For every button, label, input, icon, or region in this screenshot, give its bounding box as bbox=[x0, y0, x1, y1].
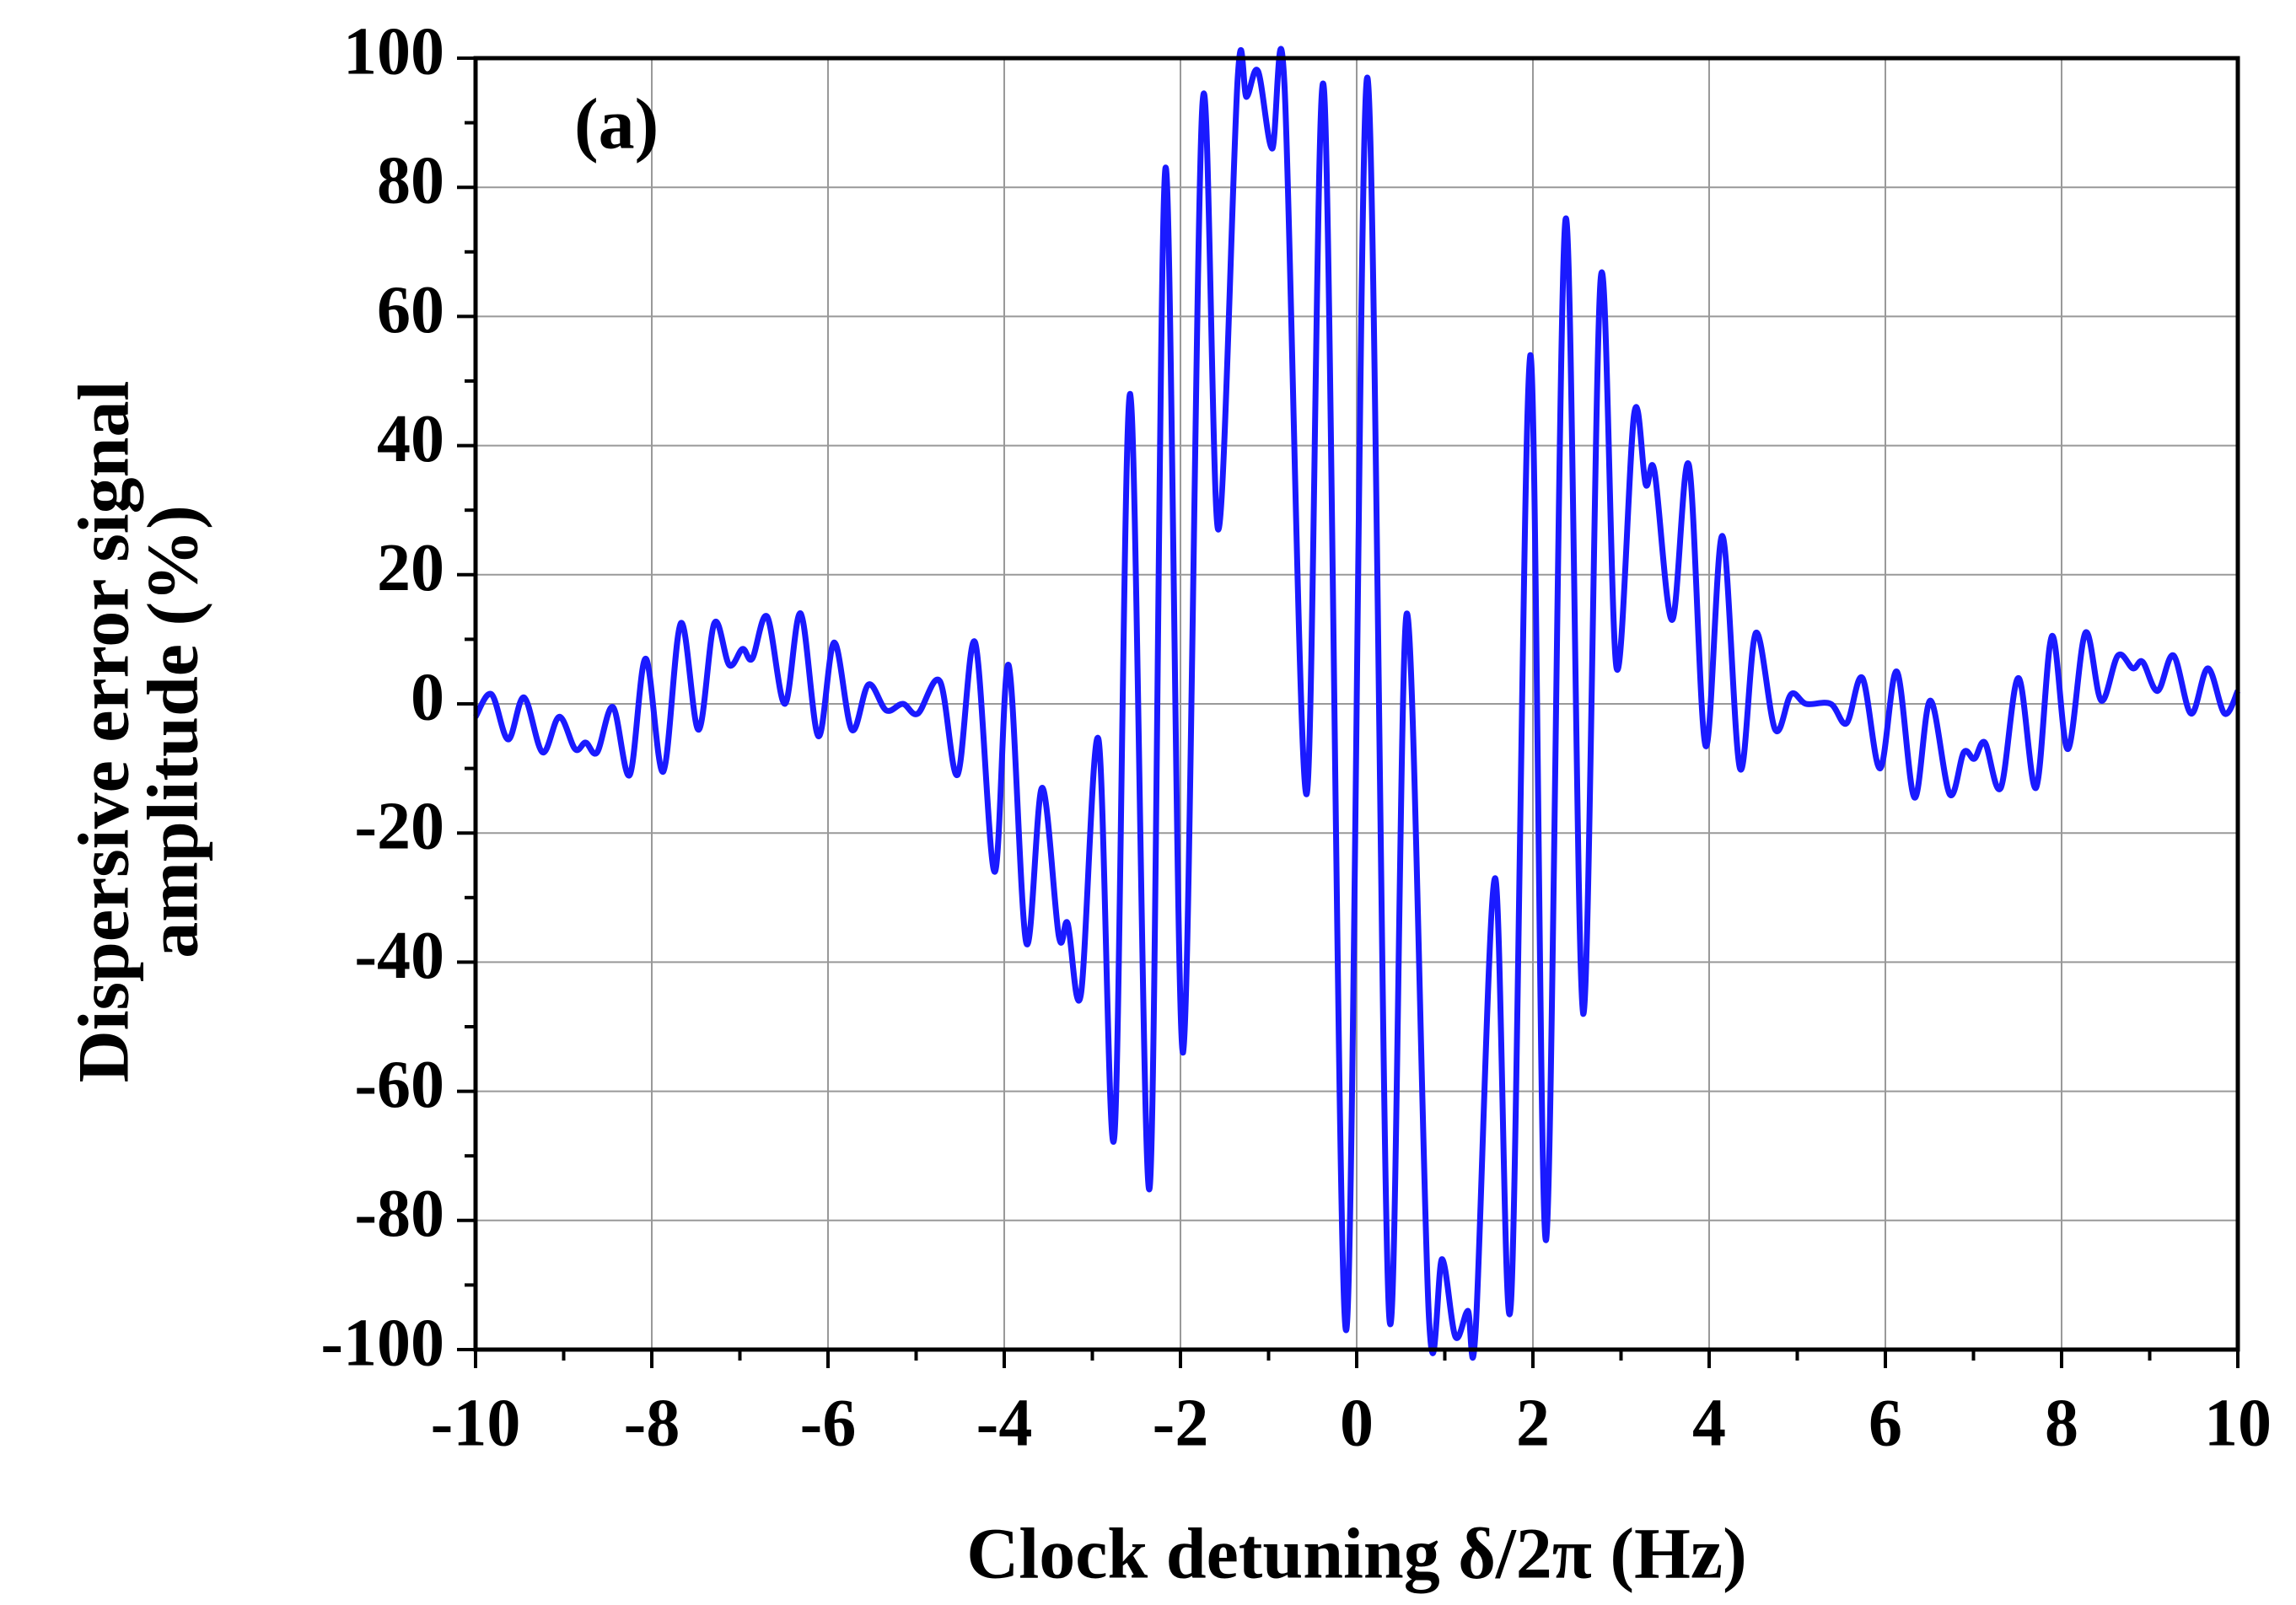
y-tick-label: 0 bbox=[411, 660, 444, 734]
x-tick-label: -8 bbox=[624, 1386, 680, 1460]
x-tick-label: 0 bbox=[1340, 1386, 1374, 1460]
y-axis-label: amplitude (%) bbox=[132, 505, 213, 958]
plot-lines bbox=[472, 46, 2241, 1361]
y-axis-label: Dispersive error signal bbox=[63, 381, 144, 1083]
x-tick-label: -10 bbox=[431, 1386, 521, 1460]
panel-label: (a) bbox=[574, 83, 659, 164]
y-tick-label: -80 bbox=[354, 1177, 444, 1251]
x-tick-label: 8 bbox=[2045, 1386, 2078, 1460]
y-tick-label: 40 bbox=[377, 402, 444, 476]
y-tick-label: 80 bbox=[377, 144, 444, 218]
y-tick-label: -100 bbox=[320, 1306, 444, 1380]
y-tick-label: 60 bbox=[377, 273, 444, 347]
x-tick-label: 2 bbox=[1516, 1386, 1550, 1460]
x-tick-label: 10 bbox=[2204, 1386, 2272, 1460]
y-tick-label: 20 bbox=[377, 531, 444, 605]
x-tick-label: -2 bbox=[1153, 1386, 1209, 1460]
x-axis-label: Clock detuning δ/2π (Hz) bbox=[966, 1513, 1747, 1594]
x-tick-label: -6 bbox=[800, 1386, 857, 1460]
y-tick-label: 100 bbox=[343, 14, 444, 89]
x-tick-label: -4 bbox=[976, 1386, 1033, 1460]
data-line bbox=[472, 46, 2241, 1361]
y-tick-label: -20 bbox=[354, 790, 444, 864]
y-tick-label: -40 bbox=[354, 919, 444, 993]
x-tick-label: 4 bbox=[1692, 1386, 1726, 1460]
ticks: -10 -8 -6 -4 -2 0 2 4 6 8 10-100-80-60-40-20020406… bbox=[320, 14, 2272, 1460]
y-tick-label: -60 bbox=[354, 1048, 444, 1122]
x-tick-label: 6 bbox=[1869, 1386, 1902, 1460]
